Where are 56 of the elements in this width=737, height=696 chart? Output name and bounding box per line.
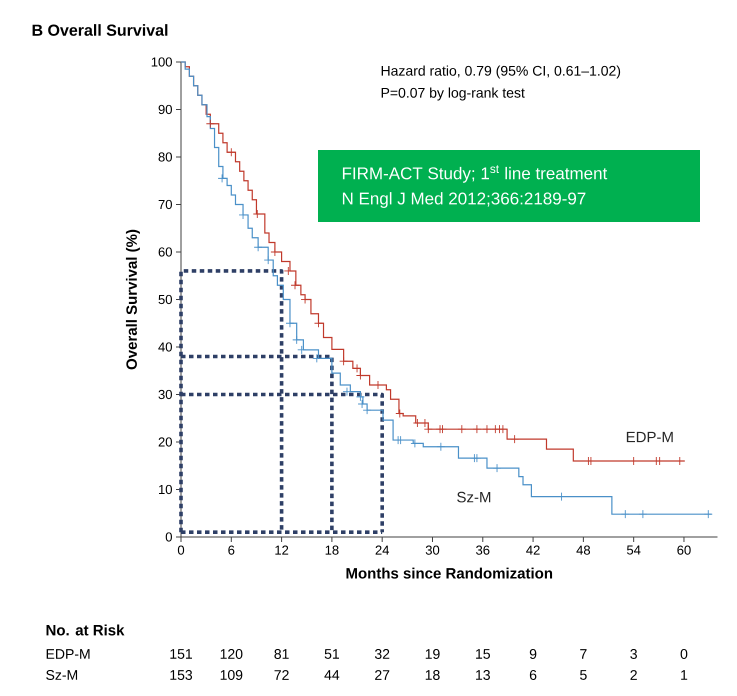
y-tick-label: 60 [158,247,172,257]
x-tick-label: 48 [576,546,590,555]
x-tick-label: 18 [326,546,339,555]
series-label: Sz-M [457,492,490,502]
x-tick-label: 24 [376,546,390,555]
text: EDP-M [46,649,90,659]
y-tick-label: 70 [158,200,172,210]
text: No. at Risk [46,624,124,636]
text: 72 [274,670,289,680]
x-tick-label: 12 [275,546,288,555]
y-tick-label: 20 [158,437,172,447]
text: 27 [375,670,390,680]
y-tick-label: 0 [166,532,172,542]
text: 32 [374,649,390,659]
text: 51 [324,649,339,659]
x-tick-label: 60 [677,546,691,555]
y-tick-label: 30 [158,390,172,400]
text: 9 [530,649,536,659]
x-tick-label: 6 [228,546,234,555]
annotation: FIRM-ACT Study; 1$^{st}$ line treatment [342,165,608,183]
text: 5 [580,670,587,680]
text: 151 [170,649,192,659]
annotation: P=0.07 by log-rank test [382,87,525,101]
annotation: Hazard ratio, 0.79 (95% CI, 0.61–1.02) [382,65,620,79]
text: 44 [324,670,340,680]
text: 120 [220,649,242,659]
text: 3 [630,649,637,659]
y-tick-label: 40 [158,342,172,352]
y-tick-label: 100 [152,57,172,67]
text: 153 [170,670,192,680]
series-label: EDP-M [626,432,673,442]
y-axis-title: Overall Survival (%) [126,230,140,370]
text: 18 [426,670,440,680]
text: 109 [220,670,242,680]
x-tick-label: 42 [526,546,540,555]
x-tick-label: 30 [426,546,440,555]
y-tick-label: 90 [158,104,172,114]
text: Sz-M [46,670,78,680]
text: 6 [530,670,536,680]
x-tick-label: 54 [626,546,641,555]
y-tick-label: 80 [158,152,172,162]
chart-title: B Overall Survival [32,24,168,36]
text: 81 [274,649,289,659]
y-tick-label: 10 [159,484,172,494]
text: 13 [476,670,490,680]
annotation: N Engl J Med 2012;366:2189-97 [342,192,586,208]
text: 1 [681,670,688,680]
y-tick-label: 50 [158,294,172,304]
x-axis-title: Months since Randomization [346,568,552,579]
text: 0 [680,649,688,659]
text: 15 [476,649,490,659]
text: 7 [580,649,587,659]
text: 19 [426,649,440,659]
x-tick-label: 0 [178,546,184,555]
text: 2 [630,670,637,680]
x-tick-label: 36 [476,546,490,555]
